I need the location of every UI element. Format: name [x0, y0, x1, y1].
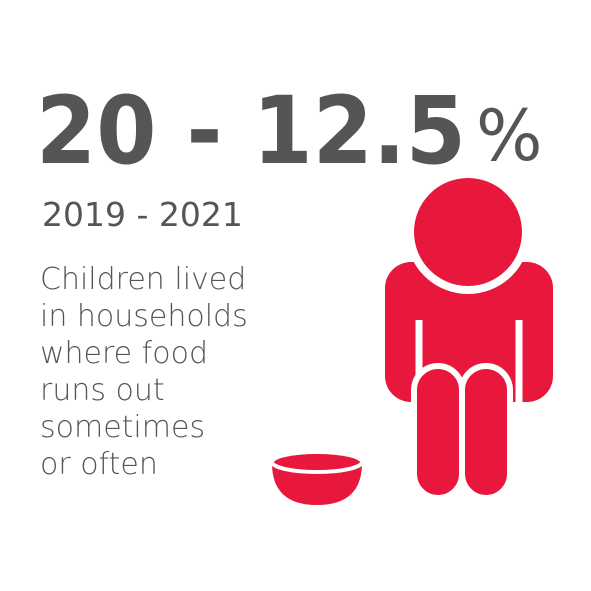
description-line: where food: [40, 336, 208, 371]
description-line: sometimes: [40, 410, 205, 445]
child-icon: [270, 170, 553, 505]
head: [406, 170, 530, 294]
description-line: Children lived: [40, 262, 246, 297]
description-line: in households: [40, 299, 248, 334]
bowl: [272, 463, 362, 505]
period: 2019 - 2021: [42, 195, 243, 234]
description-line: or often: [40, 447, 158, 482]
headline-unit: %: [476, 95, 543, 177]
description-line: runs out: [40, 373, 165, 408]
bowl-rim: [270, 450, 364, 474]
leg: [411, 363, 465, 501]
description: Children lived in households where food …: [40, 262, 248, 482]
leg: [459, 363, 513, 501]
headline-figure: 20 - 12.5: [36, 77, 466, 186]
